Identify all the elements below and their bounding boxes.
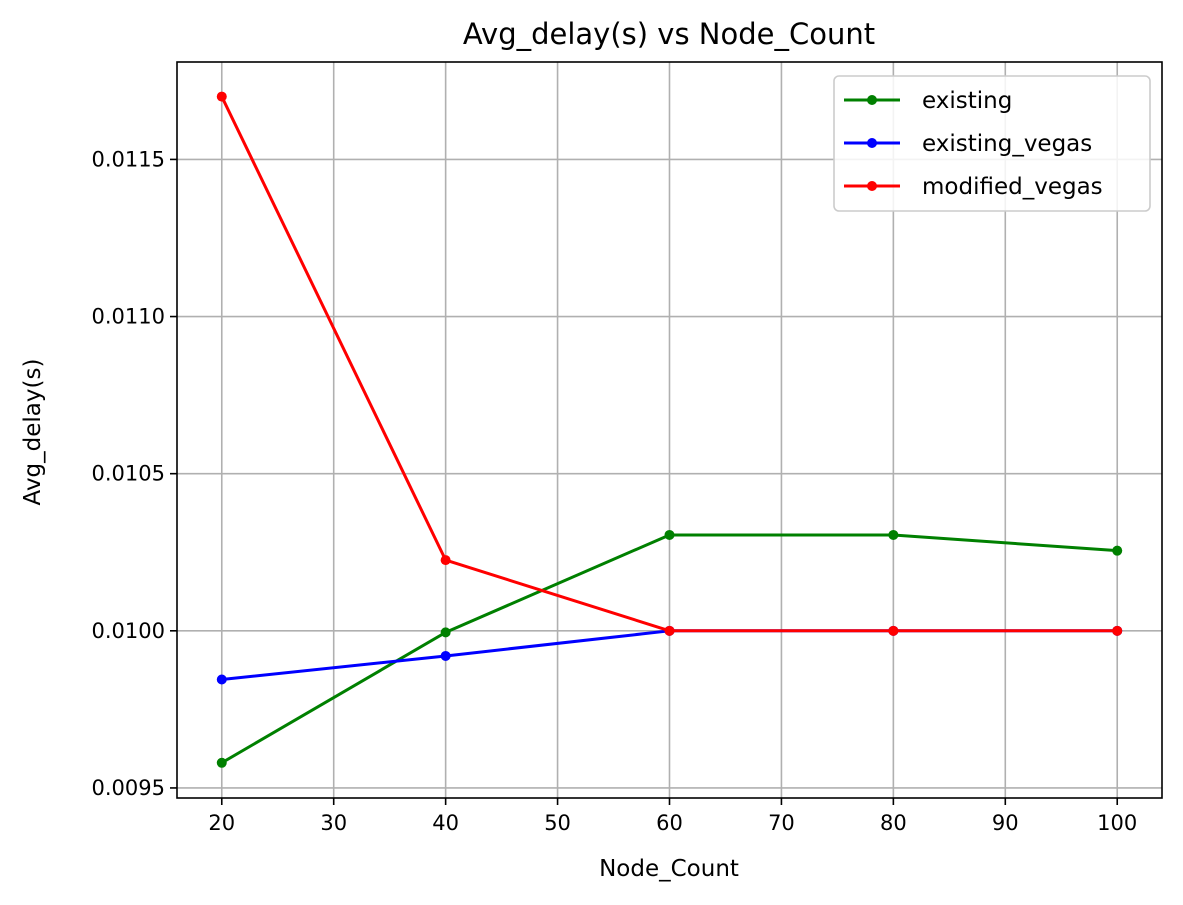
data-point [440,627,451,638]
x-tick-label: 50 [544,811,571,835]
legend-item: existing_vegas [844,131,1092,157]
x-axis-ticks: 20 30 40 50 60 70 80 90 100 [208,798,1137,835]
legend-marker [867,138,877,148]
y-axis-ticks: 0.0095 0.0100 0.0105 0.0110 0.0115 [92,147,177,800]
data-point [888,625,899,636]
data-point [216,91,227,102]
legend-box [833,75,1151,212]
data-point [1112,625,1123,636]
legend-label: existing [922,88,1012,114]
y-tick-label: 0.0110 [92,305,165,329]
legend-item: modified_vegas [844,174,1103,200]
x-tick-label: 60 [656,811,683,835]
data-point [216,674,227,685]
legend-marker [867,181,877,191]
y-tick-label: 0.0100 [92,619,165,643]
legend-label: modified_vegas [922,174,1103,200]
data-point [664,625,675,636]
legend-label: existing_vegas [922,131,1092,157]
x-tick-label: 100 [1097,811,1137,835]
x-tick-label: 80 [880,811,907,835]
x-tick-label: 30 [320,811,347,835]
legend: existing existing_vegas modified_vegas [833,75,1151,212]
chart-title: Avg_delay(s) vs Node_Count [463,17,875,51]
series-existing [216,529,1123,768]
legend-marker [867,95,877,105]
legend-item: existing [844,88,1012,114]
x-axis-label: Node_Count [599,856,739,882]
data-point [216,757,227,768]
y-axis-label: Avg_delay(s) [20,359,46,506]
series-lines [216,91,1123,768]
y-tick-label: 0.0105 [92,462,165,486]
x-tick-label: 20 [208,811,235,835]
data-point [440,650,451,661]
x-tick-label: 40 [432,811,459,835]
x-tick-label: 90 [992,811,1019,835]
x-tick-label: 70 [768,811,795,835]
data-point [888,529,899,540]
series-modified-vegas [216,91,1123,636]
y-tick-label: 0.0095 [92,776,165,800]
y-tick-label: 0.0115 [92,147,165,171]
data-point [1112,545,1123,556]
data-point [440,555,451,566]
data-point [664,529,675,540]
